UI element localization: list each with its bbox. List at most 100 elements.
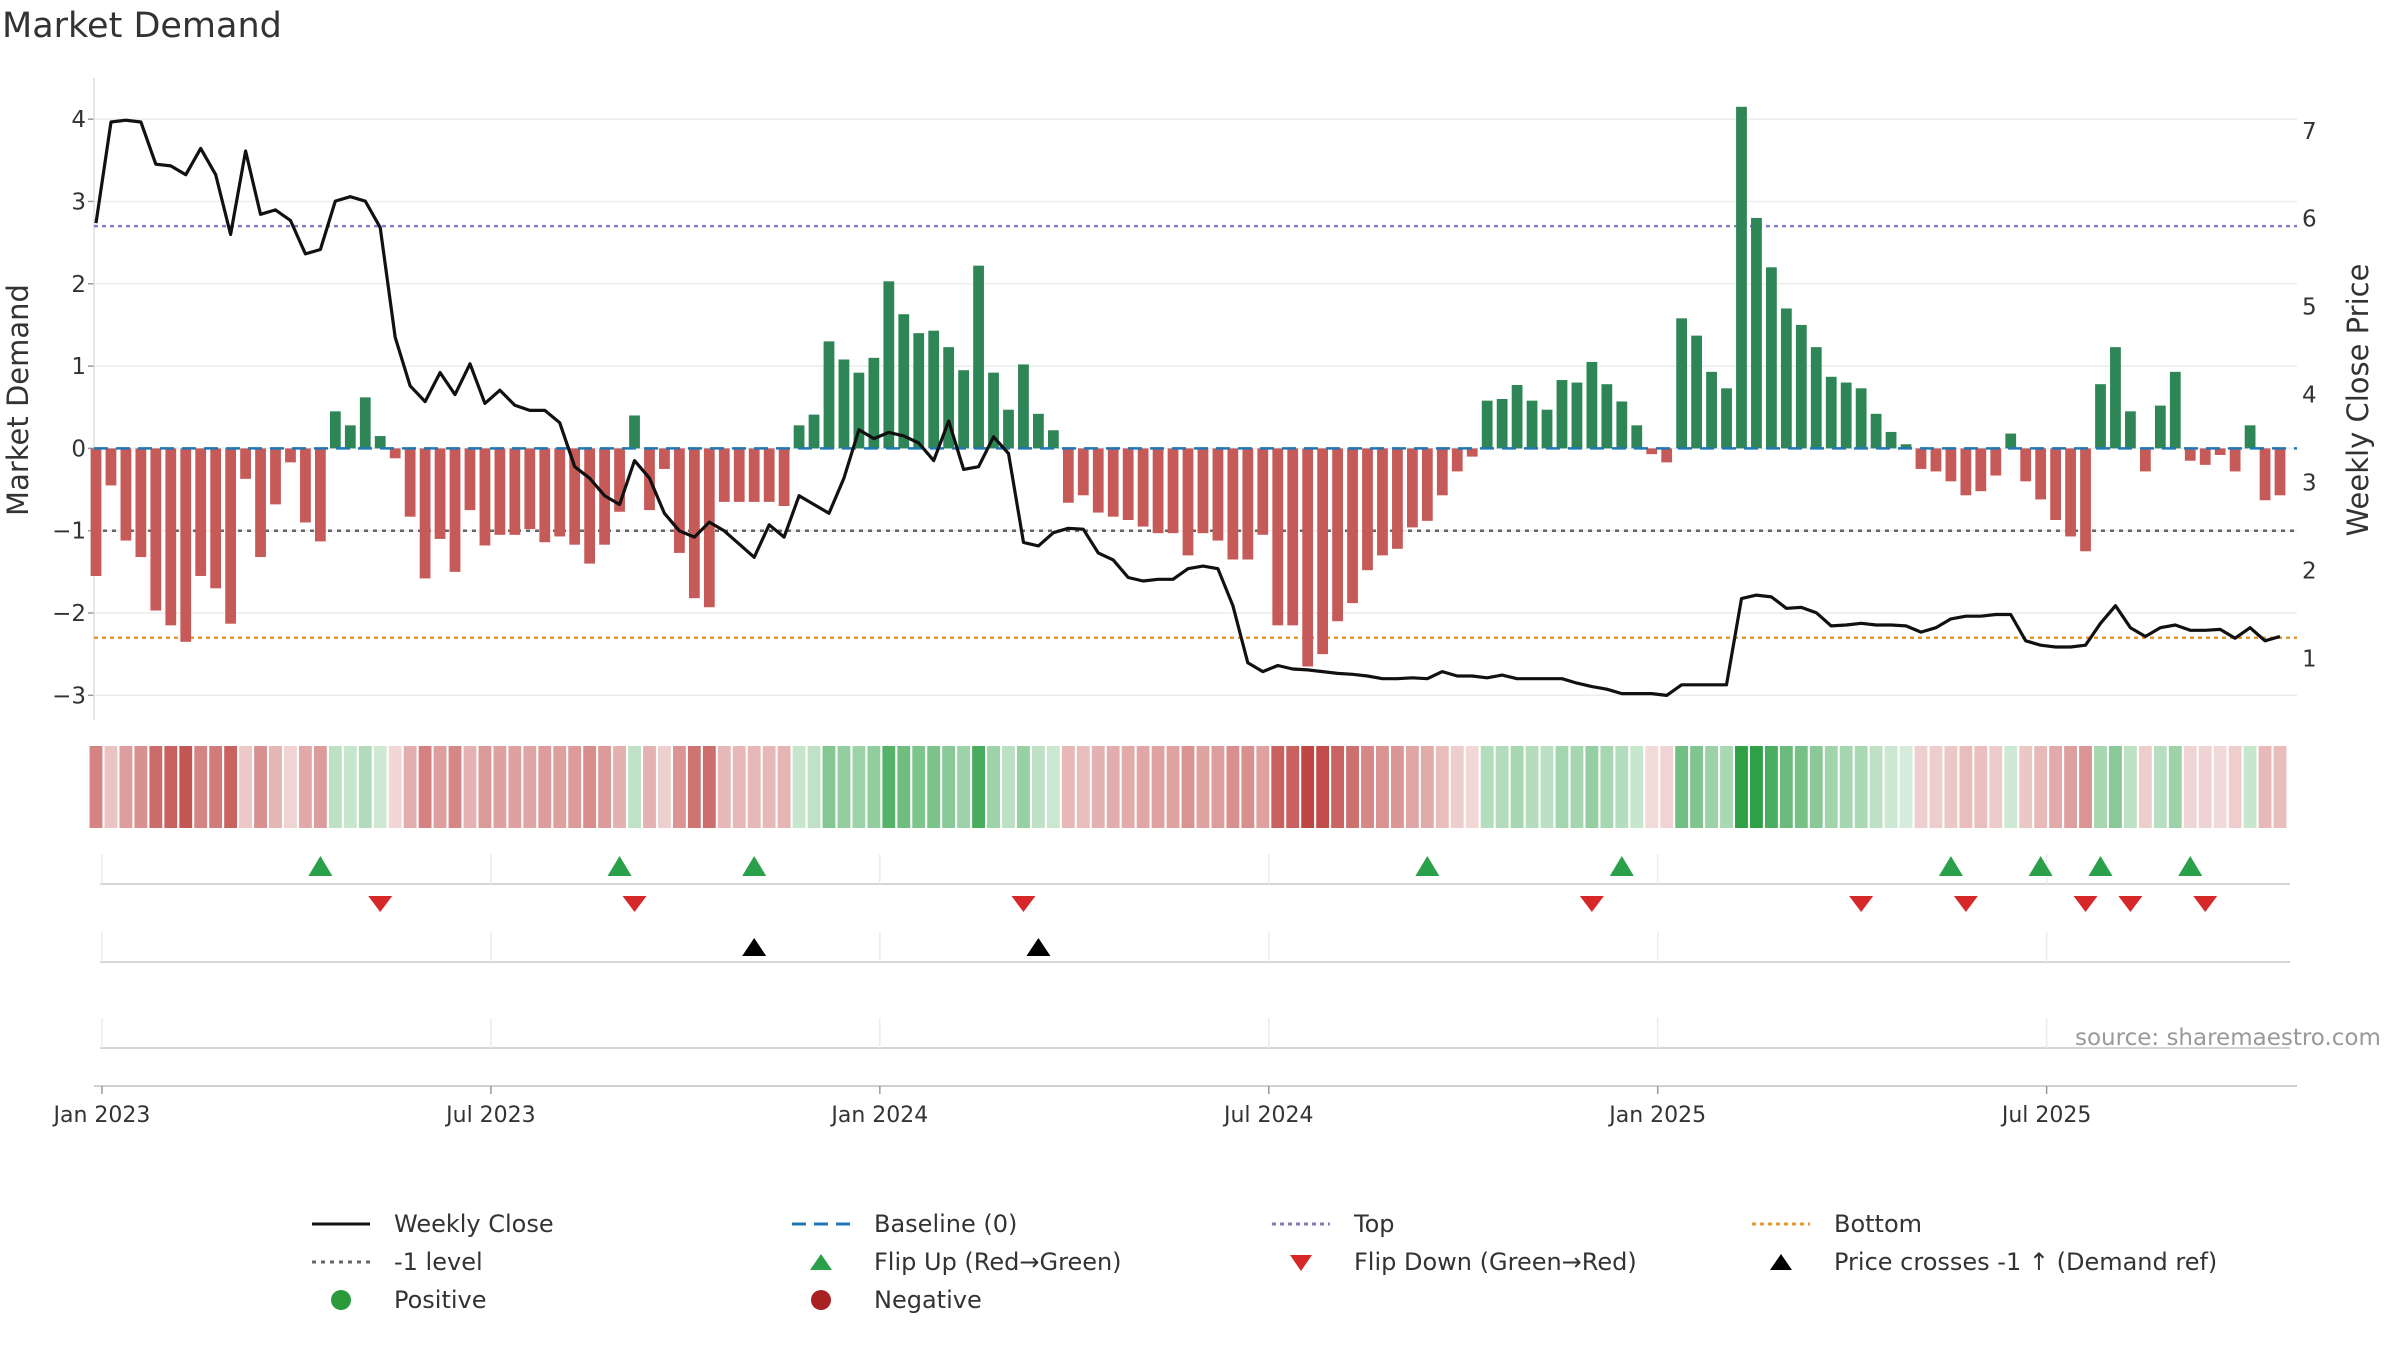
y-tick-label-right: 3 — [2302, 471, 2317, 497]
heat-strip-cell — [1390, 746, 1404, 828]
y-tick-label-left: 2 — [71, 272, 86, 298]
demand-bar-negative — [1406, 448, 1418, 528]
weekly-close-line — [94, 118, 2281, 698]
demand-bar-negative — [1646, 448, 1658, 455]
demand-bar-negative — [1197, 448, 1209, 534]
heat-strip-cell — [1286, 746, 1300, 828]
y-tick-label-right: 6 — [2302, 207, 2317, 233]
heat-strip-cell — [269, 746, 282, 828]
heat-strip-cell — [2109, 746, 2122, 828]
y-tick-label-right: 7 — [2302, 119, 2317, 145]
heat-strip-cell — [1929, 746, 1943, 828]
demand-bar-negative — [554, 448, 566, 537]
heat-strip-cell — [313, 746, 327, 828]
legend-price-cross-swatch — [1770, 1254, 1792, 1270]
heat-strip-cell — [478, 746, 492, 828]
demand-bar-positive — [973, 265, 984, 449]
heat-strip-cell — [493, 746, 507, 828]
demand-bar-positive — [1885, 431, 1897, 449]
demand-bar-positive — [1511, 385, 1523, 449]
legend-flip-down-label: Flip Down (Green→Red) — [1354, 1248, 1637, 1276]
heat-strip-cell — [328, 746, 342, 828]
heat-strip-cell — [1660, 746, 1674, 828]
demand-bar-negative — [1317, 448, 1329, 655]
legend-flip-up-label: Flip Up (Red→Green) — [874, 1248, 1122, 1276]
heat-strip-cell — [2138, 746, 2152, 828]
demand-bar-negative — [1945, 448, 1957, 482]
heat-strip-cell — [433, 746, 447, 828]
demand-bar-negative — [524, 448, 536, 530]
heat-strip-cell — [358, 746, 372, 828]
heat-strip-cell — [523, 746, 537, 828]
chart-area: 4 3 2 1 0 −1 −2 −3 7 6 5 4 3 2 1 Market Demand Weekly Cl… — [1, 78, 2375, 1128]
demand-bar-negative — [1167, 448, 1179, 534]
heat-strip-cell — [179, 746, 193, 828]
demand-bar-positive — [1047, 430, 1059, 449]
demand-bar-positive — [1601, 384, 1613, 449]
legend-minus-one-swatch — [312, 1260, 370, 1264]
heat-strip-cell — [1555, 746, 1569, 828]
flip-down-marker — [1849, 896, 1874, 912]
flip-up-marker — [308, 856, 333, 876]
heat-strip-cell — [508, 746, 522, 828]
heat-strip-cell — [1151, 746, 1165, 828]
demand-bar-negative — [494, 448, 506, 535]
heat-strip-cell — [1106, 746, 1120, 828]
heat-strip-cell — [1331, 746, 1345, 828]
heat-strip-cell — [792, 746, 806, 828]
heat-strip-cell — [239, 746, 253, 828]
legend-positive: Positive — [310, 1286, 487, 1314]
x-tick-label: Jan 2025 — [1607, 1103, 1706, 1128]
demand-bar-positive — [1616, 401, 1628, 449]
heat-strip-cell — [284, 746, 297, 828]
y-tick-label-left: 0 — [71, 436, 86, 462]
heat-strip-cell — [1495, 746, 1509, 828]
heat-strip-cell — [1525, 746, 1539, 828]
legend-weekly-close-swatch — [312, 1222, 370, 1226]
demand-bar-negative — [1466, 448, 1478, 457]
demand-bar-positive — [1571, 382, 1583, 449]
demand-bar-positive — [823, 341, 835, 449]
heat-strip-cell — [1480, 746, 1494, 828]
demand-bar-positive — [359, 397, 371, 449]
demand-bar-positive — [1810, 347, 1822, 449]
legend-top: Top — [1270, 1210, 1395, 1238]
legend-bottom: Bottom — [1750, 1210, 1922, 1238]
heat-strip-cell — [1600, 746, 1614, 828]
legend-baseline: Baseline (0) — [790, 1210, 1017, 1238]
heat-strip-cell — [1465, 746, 1479, 828]
heat-strip-cell — [613, 746, 626, 828]
heat-strip-cell — [1675, 746, 1689, 828]
demand-bar-positive — [853, 372, 865, 449]
heat-strip-cell — [1166, 746, 1180, 828]
heat-strip-cell — [1376, 746, 1389, 828]
demand-bar-positive — [344, 425, 356, 449]
heat-strip-cell — [2168, 746, 2182, 828]
demand-bar-positive — [2125, 411, 2136, 449]
heat-strip-cell — [1794, 746, 1808, 828]
demand-bar-negative — [150, 448, 162, 611]
heat-strip-cell — [882, 746, 896, 828]
demand-bar-positive — [1018, 364, 1029, 449]
x-tick-label: Jul 2024 — [1222, 1103, 1314, 1128]
heat-strip-cell — [134, 746, 148, 828]
heat-strip-cell — [1136, 746, 1150, 828]
demand-bar-positive — [913, 333, 925, 449]
legend-negative-swatch — [811, 1290, 831, 1310]
demand-bar-negative — [464, 448, 476, 511]
heat-strip-cell — [762, 746, 776, 828]
heat-strip-cell — [1869, 746, 1883, 828]
y-tick-label-left: −1 — [52, 519, 86, 545]
demand-bar-negative — [389, 448, 401, 459]
flip-down-marker — [2118, 896, 2143, 912]
legend-baseline-swatch — [792, 1222, 850, 1226]
heat-strip-cell — [149, 746, 163, 828]
heat-strip-cell — [1914, 746, 1928, 828]
demand-bar-positive — [1586, 361, 1598, 449]
legend-flip-up-swatch — [810, 1254, 832, 1270]
flip-down-marker — [2193, 896, 2218, 912]
heat-strip-cell — [209, 746, 223, 828]
demand-bar-negative — [1915, 448, 1927, 469]
heat-strip-cell — [2213, 746, 2227, 828]
heat-strip-cell — [867, 746, 881, 828]
